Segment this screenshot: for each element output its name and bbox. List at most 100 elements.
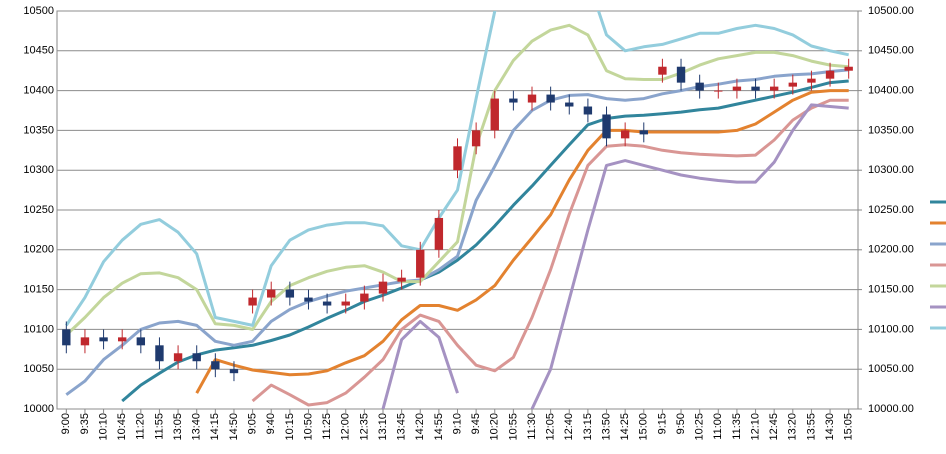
y-tick-label: 10050 [23, 363, 54, 375]
candle-body [769, 86, 779, 91]
x-tick-label: 10:55 [507, 413, 519, 441]
x-tick-label: 10:20 [489, 413, 501, 441]
series-line [251, 98, 849, 407]
x-tick-label: 13:40 [191, 413, 203, 441]
y2-tick-label: 10450.00 [868, 45, 914, 57]
y2-tick-label: 10150.00 [868, 284, 914, 296]
y2-tick-label: 10050.00 [868, 363, 914, 375]
candle-body [416, 249, 425, 278]
labels: 10000 10050 10100 10150 10200 10250 10300 10350… [23, 5, 946, 441]
y-tick-label: 10200 [23, 244, 54, 256]
candle-body [471, 130, 481, 147]
x-tick-label: 14:55 [433, 413, 445, 441]
y-tick-label: 10000 [23, 403, 54, 415]
candle-body [192, 353, 201, 362]
y2-tick-label: 10100.00 [868, 323, 914, 335]
candle-body [583, 106, 593, 115]
x-tick-label: 12:35 [358, 413, 370, 441]
candle-body [639, 130, 648, 135]
candle-body [248, 297, 257, 306]
y2-tick-label: 10000.00 [868, 403, 914, 415]
x-tick-label: 12:45 [768, 413, 780, 441]
y-tick-label: 10500 [23, 5, 54, 17]
y2-tick-label: 10400.00 [868, 85, 914, 97]
y2-tick-label: 10350.00 [868, 124, 914, 136]
candle-body [620, 130, 630, 139]
series-line [195, 89, 849, 394]
y-tick-label: 10400 [23, 85, 54, 97]
candle-body [788, 82, 797, 87]
candle-body [173, 353, 183, 362]
candle-body [360, 293, 369, 302]
x-tick-label: 14:30 [824, 413, 836, 441]
x-tick-label: 15:05 [843, 413, 855, 441]
candle-body [714, 90, 723, 92]
x-tick-label: 9:45 [470, 413, 482, 434]
x-tick-label: 9:40 [265, 413, 277, 434]
candle-body [490, 98, 499, 131]
series-line [65, 11, 850, 327]
x-tick-label: 14:15 [209, 413, 221, 441]
x-tick-label: 13:50 [600, 413, 612, 441]
candle-body [434, 217, 444, 250]
candle-body [285, 289, 295, 298]
candle-body [397, 277, 406, 282]
x-tick-label: 10:45 [116, 413, 128, 441]
x-tick-label: 12:10 [749, 413, 761, 441]
candle-body [229, 369, 239, 374]
candles [62, 58, 853, 382]
x-tick-label: 9:10 [451, 413, 463, 434]
x-tick-label: 13:55 [805, 413, 817, 441]
grid [57, 10, 862, 413]
candle-body [62, 329, 71, 346]
x-tick-label: 13:20 [787, 413, 799, 441]
candle-body [676, 66, 686, 83]
x-tick-label: 11:55 [153, 413, 165, 440]
candle-body [844, 66, 853, 71]
y-tick-label: 10100 [23, 323, 54, 335]
x-tick-label: 9:00 [60, 413, 72, 434]
candle-body [751, 86, 760, 91]
candle-body [118, 337, 127, 342]
y2-tick-label: 10200.00 [868, 244, 914, 256]
y-tick-label: 10350 [23, 124, 54, 136]
x-tick-label: 13:05 [172, 413, 184, 441]
x-tick-label: 14:25 [619, 413, 631, 441]
y-tick-label: 10150 [23, 284, 54, 296]
series-line [65, 23, 849, 337]
candle-body [825, 70, 835, 79]
x-tick-label: 10:50 [302, 413, 314, 441]
candle-body [267, 289, 276, 298]
candle-body [155, 345, 164, 362]
candle-body [378, 281, 388, 294]
x-tick-label: 11:35 [731, 413, 743, 440]
x-tick-label: 14:20 [414, 413, 426, 441]
x-tick-label: 9:50 [675, 413, 687, 434]
candle-body [453, 146, 462, 171]
candle-body [322, 301, 332, 306]
candle-body [527, 94, 537, 103]
y2-tick-label: 10500.00 [868, 5, 914, 17]
x-tick-label: 13:15 [582, 413, 594, 441]
x-tick-label: 12:40 [563, 413, 575, 441]
x-tick-label: 11:25 [321, 413, 333, 440]
x-tick-label: 15:00 [638, 413, 650, 441]
candle-body [565, 102, 574, 107]
candle-body [304, 297, 313, 302]
candle-body [602, 114, 611, 139]
x-tick-label: 12:00 [340, 413, 352, 441]
x-tick-label: 13:45 [396, 413, 408, 441]
candle-body [807, 78, 816, 83]
x-tick-label: 10:15 [284, 413, 296, 441]
candle-body [99, 337, 108, 342]
y2-tick-label: 10300.00 [868, 164, 914, 176]
candle-body [695, 82, 704, 91]
x-tick-label: 10:25 [694, 413, 706, 441]
x-tick-label: 11:30 [526, 413, 538, 440]
series-line [121, 79, 849, 403]
candle-body [546, 94, 555, 103]
x-tick-label: 14:50 [228, 413, 240, 441]
y-tick-label: 10250 [23, 204, 54, 216]
series-line [381, 103, 849, 409]
